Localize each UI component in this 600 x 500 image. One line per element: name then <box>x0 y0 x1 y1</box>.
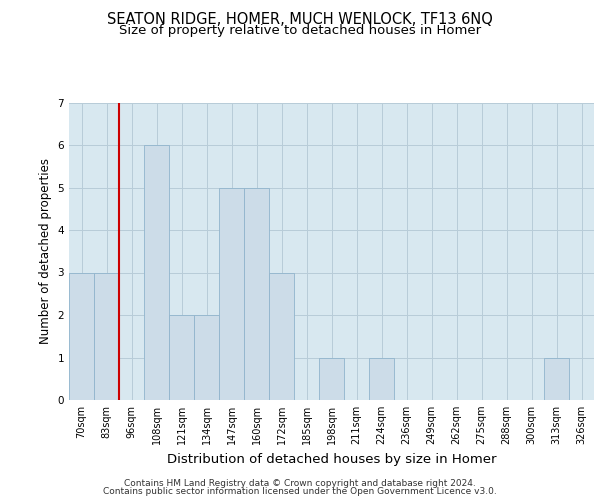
Y-axis label: Number of detached properties: Number of detached properties <box>39 158 52 344</box>
Bar <box>169 315 194 400</box>
Text: SEATON RIDGE, HOMER, MUCH WENLOCK, TF13 6NQ: SEATON RIDGE, HOMER, MUCH WENLOCK, TF13 … <box>107 12 493 28</box>
Text: Contains HM Land Registry data © Crown copyright and database right 2024.: Contains HM Land Registry data © Crown c… <box>124 478 476 488</box>
Bar <box>69 272 94 400</box>
X-axis label: Distribution of detached houses by size in Homer: Distribution of detached houses by size … <box>167 452 496 466</box>
Bar <box>94 272 119 400</box>
Bar <box>219 188 244 400</box>
Bar <box>319 358 344 400</box>
Bar <box>544 358 569 400</box>
Bar <box>194 315 219 400</box>
Text: Size of property relative to detached houses in Homer: Size of property relative to detached ho… <box>119 24 481 37</box>
Bar <box>244 188 269 400</box>
Bar <box>269 272 294 400</box>
Bar <box>144 145 169 400</box>
Text: Contains public sector information licensed under the Open Government Licence v3: Contains public sector information licen… <box>103 487 497 496</box>
Bar <box>369 358 394 400</box>
